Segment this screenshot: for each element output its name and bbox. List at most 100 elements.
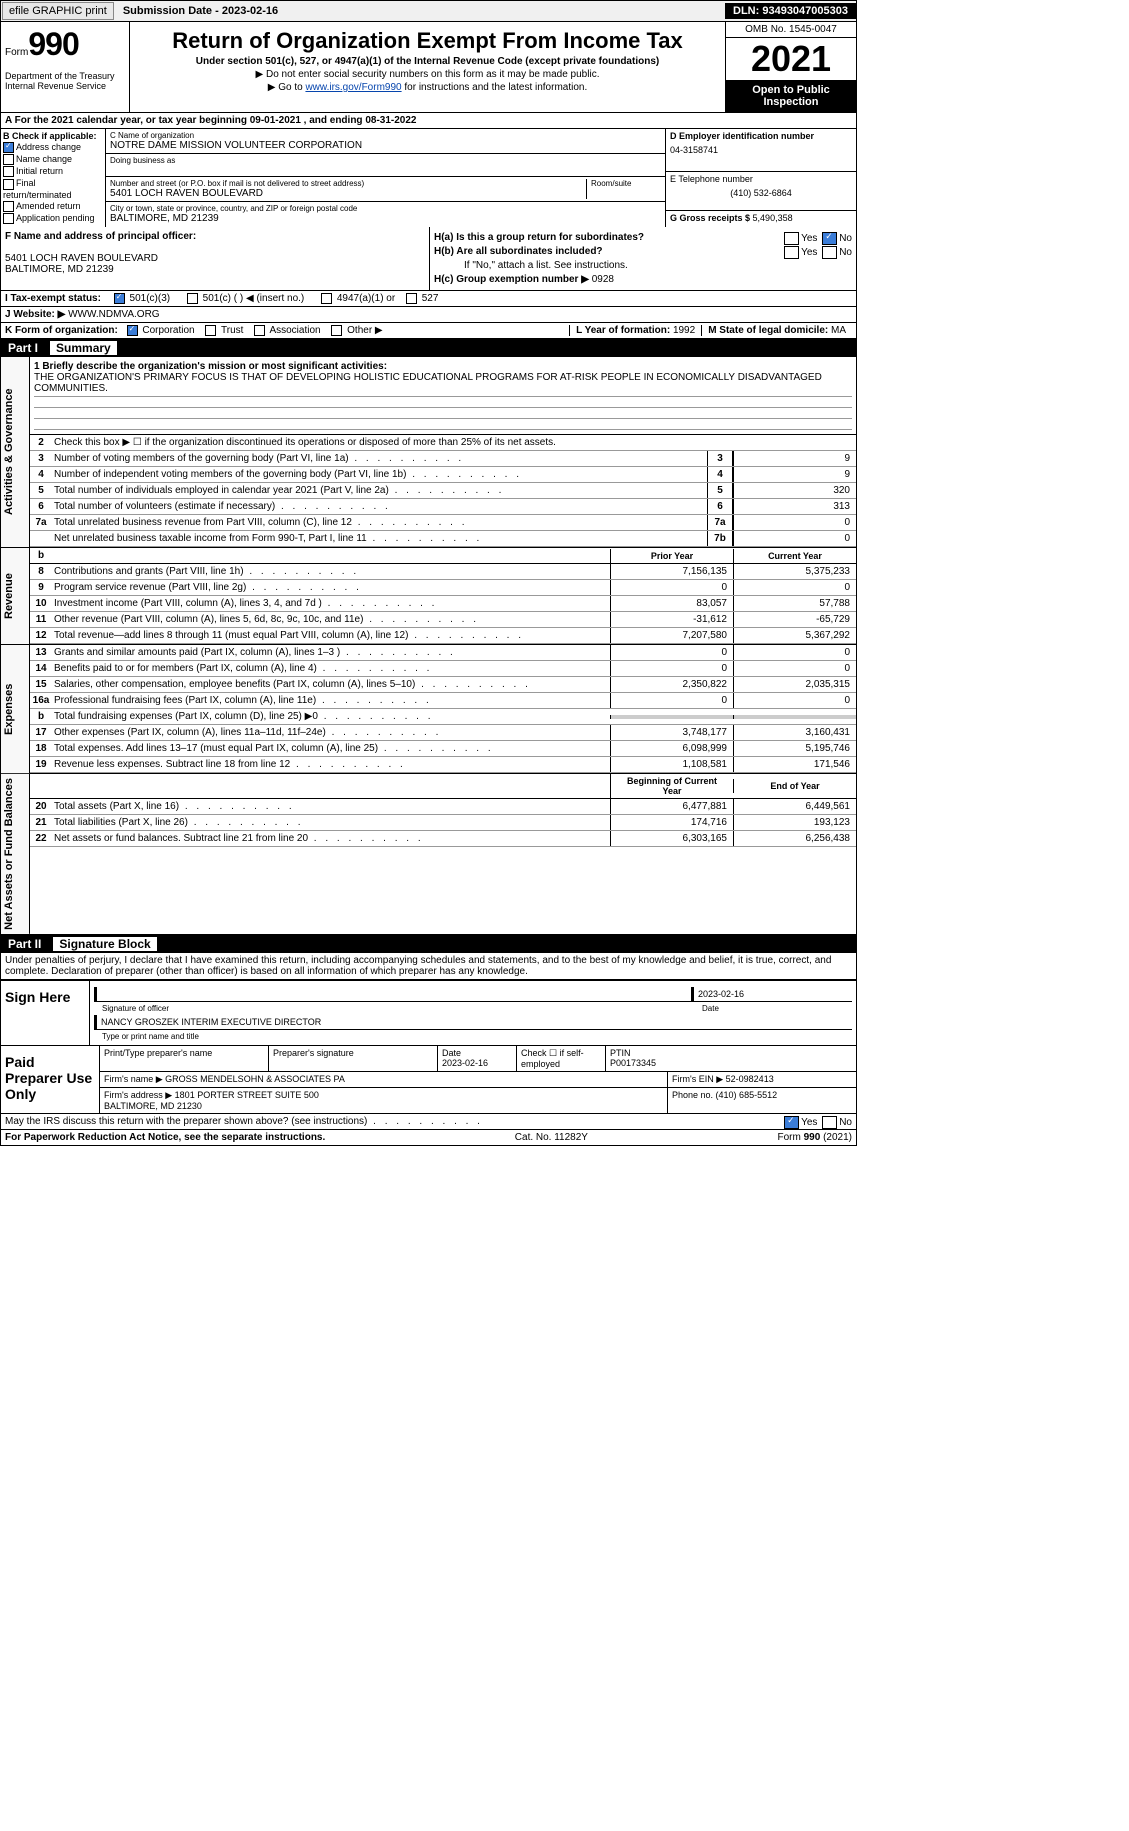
hb-no[interactable] xyxy=(822,246,837,259)
footer-mid: Cat. No. 11282Y xyxy=(515,1132,588,1143)
col-b-label: B Check if applicable: xyxy=(3,131,97,141)
chk-amended[interactable]: Amended return xyxy=(3,201,103,212)
vtab-label: Net Assets or Fund Balances xyxy=(1,774,30,934)
tax-exempt-status: I Tax-exempt status: 501(c)(3) 501(c) ( … xyxy=(0,291,857,307)
chk-501c3[interactable] xyxy=(114,293,125,304)
summary-section: RevenuebPrior YearCurrent Year8Contribut… xyxy=(0,548,857,645)
officer-addr2: BALTIMORE, MD 21239 xyxy=(5,264,425,275)
summary-line: 19Revenue less expenses. Subtract line 1… xyxy=(30,757,856,773)
summary-line: 15Salaries, other compensation, employee… xyxy=(30,677,856,693)
summary-section: Expenses13Grants and similar amounts pai… xyxy=(0,645,857,774)
org-name: NOTRE DAME MISSION VOLUNTEER CORPORATION xyxy=(110,140,661,151)
hb-yes[interactable] xyxy=(784,246,799,259)
checkbox-icon xyxy=(3,154,14,165)
summary-line: 6Total number of volunteers (estimate if… xyxy=(30,499,856,515)
summary-line: 8Contributions and grants (Part VIII, li… xyxy=(30,564,856,580)
discuss-row: May the IRS discuss this return with the… xyxy=(0,1114,857,1130)
chk-address-change[interactable]: Address change xyxy=(3,142,103,153)
form-subtitle: Under section 501(c), 527, or 4947(a)(1)… xyxy=(134,56,721,67)
summary-line: 14Benefits paid to or for members (Part … xyxy=(30,661,856,677)
ha-yes[interactable] xyxy=(784,232,799,245)
footer-left: For Paperwork Reduction Act Notice, see … xyxy=(5,1132,325,1143)
checkbox-icon xyxy=(3,179,14,190)
dln: DLN: 93493047005303 xyxy=(725,3,856,19)
penalties-text: Under penalties of perjury, I declare th… xyxy=(0,953,857,981)
sign-here-block: Sign Here 2023-02-16 Signature of office… xyxy=(0,981,857,1046)
submission-date: Submission Date - 2023-02-16 xyxy=(115,3,286,19)
open-inspection: Open to Public Inspection xyxy=(726,80,856,112)
chk-trust[interactable] xyxy=(205,325,216,336)
summary-line: 13Grants and similar amounts paid (Part … xyxy=(30,645,856,661)
chk-corp[interactable] xyxy=(127,325,138,336)
page-footer: For Paperwork Reduction Act Notice, see … xyxy=(0,1130,857,1146)
ha-no[interactable] xyxy=(822,232,837,245)
vtab-label: Expenses xyxy=(1,645,30,773)
chk-name-change[interactable]: Name change xyxy=(3,154,103,165)
summary-line: Net unrelated business taxable income fr… xyxy=(30,531,856,547)
website-value: WWW.NDMVA.ORG xyxy=(68,309,159,320)
col-c-org-info: C Name of organizationNOTRE DAME MISSION… xyxy=(106,129,666,227)
chk-final-return[interactable]: Final return/terminated xyxy=(3,178,103,199)
form-label: Form xyxy=(5,47,28,58)
part-ii-header: Part IISignature Block xyxy=(0,935,857,953)
summary-line: 20Total assets (Part X, line 16)6,477,88… xyxy=(30,799,856,815)
chk-527[interactable] xyxy=(406,293,417,304)
summary-line: 18Total expenses. Add lines 13–17 (must … xyxy=(30,741,856,757)
omb-number: OMB No. 1545-0047 xyxy=(726,22,856,38)
checkbox-icon xyxy=(3,201,14,212)
summary-line: 4Number of independent voting members of… xyxy=(30,467,856,483)
sig-officer-label: Signature of officer xyxy=(94,1004,702,1013)
paid-preparer-label: Paid Preparer Use Only xyxy=(1,1046,100,1113)
chk-4947[interactable] xyxy=(321,293,332,304)
chk-initial-return[interactable]: Initial return xyxy=(3,166,103,177)
officer-name: NANCY GROSZEK INTERIM EXECUTIVE DIRECTOR xyxy=(94,1015,852,1030)
phone-label: E Telephone number xyxy=(670,174,753,184)
summary-line: 17Other expenses (Part IX, column (A), l… xyxy=(30,725,856,741)
chk-501c[interactable] xyxy=(187,293,198,304)
vtab-label: Revenue xyxy=(1,548,30,644)
summary-section: Activities & Governance1 Briefly describ… xyxy=(0,357,857,548)
sig-date-label: Date xyxy=(702,1004,852,1013)
summary-line: 10Investment income (Part VIII, column (… xyxy=(30,596,856,612)
efile-button[interactable]: efile GRAPHIC print xyxy=(2,2,114,20)
note-link: ▶ Go to www.irs.gov/Form990 for instruct… xyxy=(134,82,721,93)
summary-line: 11Other revenue (Part VIII, column (A), … xyxy=(30,612,856,628)
form-header: Form990 Department of the Treasury Inter… xyxy=(0,22,857,113)
irs-link[interactable]: www.irs.gov/Form990 xyxy=(305,82,401,93)
summary-line: 12Total revenue—add lines 8 through 11 (… xyxy=(30,628,856,644)
chk-app-pending[interactable]: Application pending xyxy=(3,213,103,224)
city: BALTIMORE, MD 21239 xyxy=(110,213,661,224)
h-c: H(c) Group exemption number ▶ 0928 xyxy=(434,274,852,285)
discuss-no[interactable] xyxy=(822,1116,837,1129)
summary-line: 9Program service revenue (Part VIII, lin… xyxy=(30,580,856,596)
summary-line: 7aTotal unrelated business revenue from … xyxy=(30,515,856,531)
paid-preparer-block: Paid Preparer Use Only Print/Type prepar… xyxy=(0,1046,857,1114)
tax-year: 2021 xyxy=(726,38,856,80)
top-bar: efile GRAPHIC print Submission Date - 20… xyxy=(0,0,857,22)
mission-text: THE ORGANIZATION'S PRIMARY FOCUS IS THAT… xyxy=(34,372,852,397)
col-d-ein: D Employer identification number04-31587… xyxy=(666,129,856,227)
line-a-period: A For the 2021 calendar year, or tax yea… xyxy=(0,113,857,129)
city-label: City or town, state or province, country… xyxy=(110,204,661,213)
sign-date: 2023-02-16 xyxy=(691,987,852,1002)
chk-assoc[interactable] xyxy=(254,325,265,336)
officer-label: F Name and address of principal officer: xyxy=(5,231,425,242)
part-i-header: Part ISummary xyxy=(0,339,857,357)
mission-block: 1 Briefly describe the organization's mi… xyxy=(30,357,856,435)
summary-line: 16aProfessional fundraising fees (Part I… xyxy=(30,693,856,709)
dba-label: Doing business as xyxy=(110,156,661,165)
section-bcd: B Check if applicable: Address change Na… xyxy=(0,129,857,227)
line-k: K Form of organization: Corporation Trus… xyxy=(0,323,857,339)
gross-label: G Gross receipts $ xyxy=(670,213,753,223)
form-number: 990 xyxy=(28,26,78,62)
vtab-label: Activities & Governance xyxy=(1,357,30,547)
chk-other[interactable] xyxy=(331,325,342,336)
checkbox-icon xyxy=(3,166,14,177)
sign-here-label: Sign Here xyxy=(1,981,90,1045)
phone: (410) 532-6864 xyxy=(670,188,852,198)
summary-section: Net Assets or Fund BalancesBeginning of … xyxy=(0,774,857,935)
ein: 04-3158741 xyxy=(670,145,852,155)
discuss-yes[interactable] xyxy=(784,1116,799,1129)
summary-line: 22Net assets or fund balances. Subtract … xyxy=(30,831,856,847)
form-title: Return of Organization Exempt From Incom… xyxy=(134,28,721,54)
